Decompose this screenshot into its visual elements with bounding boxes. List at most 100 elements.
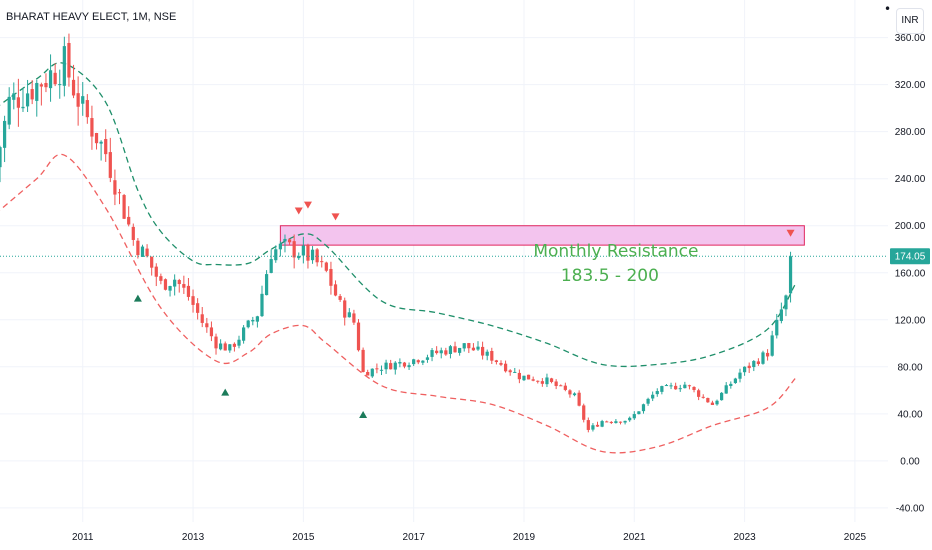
- candle-body: [485, 351, 489, 356]
- candle-body: [366, 371, 370, 376]
- chart-grid: [0, 0, 888, 522]
- candle-body: [131, 226, 135, 240]
- candle-body: [572, 393, 577, 396]
- candle-body: [7, 96, 11, 125]
- candle-body: [343, 300, 347, 318]
- x-tick-label: 2017: [403, 532, 426, 543]
- candle-body: [536, 380, 540, 382]
- candle-body: [554, 381, 558, 386]
- candle-body: [237, 339, 241, 346]
- candle-body: [503, 363, 508, 372]
- candle-body: [402, 362, 407, 367]
- x-tick-label: 2021: [623, 532, 646, 543]
- candle-body: [494, 360, 499, 363]
- candle-body: [21, 106, 25, 109]
- candle-body: [784, 295, 788, 310]
- x-tick-label: 2011: [72, 532, 94, 543]
- candle-body: [549, 378, 554, 382]
- candle-body: [729, 383, 733, 386]
- sell-signal-marker: [303, 201, 312, 209]
- candle-body: [559, 385, 563, 387]
- chart-annotations: Monthly Resistance 183.5 - 200: [0, 241, 888, 286]
- candle-body: [591, 425, 595, 430]
- candle-body: [439, 350, 443, 354]
- candle-body: [150, 256, 154, 268]
- candle-body: [747, 365, 751, 369]
- candle-body: [775, 319, 779, 336]
- symbol-title: BHARAT HEAVY ELECT, 1M, NSE: [6, 11, 177, 23]
- candle-body: [600, 421, 604, 427]
- candle-body: [618, 421, 623, 423]
- candle-body: [39, 84, 43, 87]
- candle-body: [287, 239, 292, 243]
- sell-signal-marker: [331, 213, 340, 221]
- candle-body: [513, 371, 517, 373]
- candle-body: [430, 350, 434, 357]
- candle-body: [517, 372, 521, 380]
- candle-body: [292, 241, 296, 258]
- chart-menu-icon[interactable]: •: [884, 2, 892, 16]
- candle-body: [421, 360, 425, 363]
- candle-body: [85, 100, 89, 118]
- candle-body: [35, 82, 39, 101]
- x-tick-label: 2023: [733, 532, 756, 543]
- candle-body: [71, 79, 76, 96]
- candle-body: [283, 238, 287, 242]
- candle-body: [44, 82, 48, 88]
- candle-body: [628, 417, 632, 421]
- candle-body: [154, 266, 158, 277]
- candle-body: [48, 70, 53, 89]
- candle-body: [582, 405, 586, 420]
- candle-body: [361, 349, 365, 372]
- candle-body: [186, 285, 191, 297]
- resistance-label: Monthly Resistance: [533, 241, 698, 261]
- candle-body: [687, 385, 692, 387]
- sell-signal-marker: [786, 229, 795, 237]
- buy-signal-marker: [133, 294, 142, 302]
- candle-body: [274, 249, 278, 261]
- x-tick-label: 2015: [292, 532, 315, 543]
- candle-body: [329, 268, 333, 286]
- candle-body: [660, 386, 664, 392]
- candle-body: [412, 359, 416, 365]
- candle-body: [219, 343, 223, 350]
- candle-body: [264, 274, 269, 296]
- last-price-badge: [890, 248, 930, 265]
- candle-body: [733, 378, 738, 384]
- candle-body: [347, 312, 351, 318]
- y-tick-label: 120.00: [895, 315, 926, 326]
- candle-body: [664, 385, 669, 387]
- y-tick-label: 280.00: [895, 127, 926, 138]
- candle-body: [595, 424, 600, 427]
- candle-body: [251, 319, 255, 322]
- y-tick-label: 0.00: [900, 456, 920, 467]
- candle-body: [393, 362, 397, 370]
- candle-body: [609, 421, 613, 423]
- candle-body: [756, 361, 760, 364]
- candle-body: [416, 360, 420, 363]
- candle-body: [16, 97, 20, 108]
- candle-body: [117, 192, 122, 194]
- candle-body: [370, 368, 374, 377]
- candle-body: [209, 327, 214, 337]
- candle-body: [692, 386, 696, 390]
- candle-body: [177, 280, 181, 285]
- candle-body: [173, 279, 177, 287]
- candle-body: [320, 261, 324, 263]
- candle-body: [720, 392, 724, 401]
- upper-band-line: [0, 62, 796, 368]
- candle-body: [568, 390, 572, 395]
- candle-body: [563, 385, 567, 390]
- candle-body: [545, 377, 549, 385]
- candle-body: [255, 316, 259, 322]
- resistance-zone: [279, 225, 805, 246]
- candlestick-series: [0, 33, 793, 433]
- candle-body: [108, 152, 112, 178]
- candle-body: [632, 414, 636, 419]
- chart-axes: -40.00 0.00 40.00 80.00 120.00 160.00 200.00 24…: [72, 33, 930, 543]
- x-tick-label: 2013: [182, 532, 205, 543]
- currency-button[interactable]: INR: [896, 8, 924, 34]
- candle-body: [761, 352, 765, 364]
- candle-body: [508, 370, 512, 373]
